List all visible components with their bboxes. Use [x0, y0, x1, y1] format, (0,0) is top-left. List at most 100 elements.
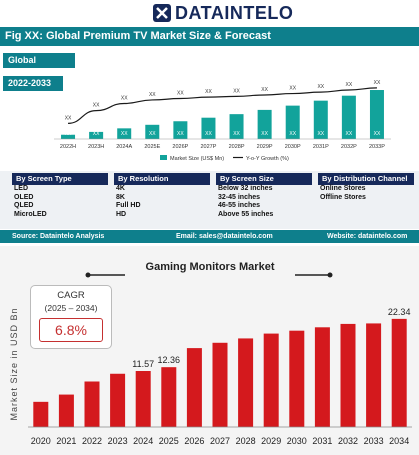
x-tick-label: 2024: [133, 436, 153, 446]
gaming-bar: [212, 342, 228, 427]
tv-x-tick-label: 2033P: [369, 144, 385, 150]
tv-bar-value-label: XX: [317, 131, 324, 137]
segment-item: 32-45 inches: [218, 193, 261, 201]
segment-item: Full HD: [116, 202, 141, 209]
gaming-bar: [33, 401, 49, 427]
title-rule-dot: [85, 272, 91, 278]
bar-value-label: 22.34: [388, 307, 411, 317]
segments-panel: By Screen Type LED OLED QLED MicroLED By…: [0, 171, 419, 229]
tv-x-tick-label: 2022H: [60, 144, 76, 150]
gaming-bar: [110, 373, 126, 427]
segment-distribution-channel: By Distribution Channel Online Stores Of…: [318, 173, 414, 202]
x-tick-label: 2028: [236, 436, 256, 446]
x-tick-label: 2032: [338, 436, 358, 446]
tv-bar-value-label: XX: [65, 131, 72, 137]
tag-global-outlook: Global Outlook: [3, 53, 75, 80]
bar-value-label: 12.36: [158, 355, 181, 365]
footer-source: Source: Dataintelo Analysis: [12, 233, 105, 240]
tv-bar: [173, 121, 188, 139]
x-tick-label: 2023: [108, 436, 128, 446]
tv-x-tick-label: 2028P: [229, 144, 245, 150]
tv-growth-value-label: XX: [177, 91, 184, 97]
tv-x-tick-label: 2023H: [88, 144, 104, 150]
tv-growth-value-label: XX: [317, 84, 324, 90]
tv-growth-value-label: XX: [233, 88, 240, 94]
source-footer: Source: Dataintelo Analysis Email: sales…: [0, 230, 419, 243]
tv-growth-value-label: XX: [261, 87, 268, 93]
cagr-callout: CAGR (2025 – 2034) 6.8%: [30, 285, 112, 349]
gaming-monitors-chart: Gaming Monitors Market Market Size in USD…: [9, 258, 412, 446]
x-tick-label: 2031: [312, 436, 332, 446]
brand-name: DATAINTELO: [175, 3, 294, 23]
segment-item: Below 32 inches: [218, 185, 273, 192]
tv-x-tick-label: 2029P: [257, 144, 273, 150]
segment-resolution: By Resolution 4K 8K Full HD HD: [114, 173, 210, 219]
gaming-bar: [289, 330, 305, 427]
segment-item: LED: [14, 185, 28, 192]
segment-item: Offline Stores: [320, 193, 366, 201]
tv-bar-value-label: XX: [205, 131, 212, 137]
brand-header: DATAINTELO: [0, 0, 419, 26]
tv-growth-value-label: XX: [205, 89, 212, 95]
tv-bar-value-label: XX: [261, 131, 268, 137]
tv-bar: [61, 134, 76, 139]
tag-period: 2022-2033: [3, 76, 63, 91]
tv-x-tick-label: 2032P: [341, 144, 357, 150]
x-tick-label: 2034: [389, 436, 409, 446]
segment-heading: By Screen Size: [216, 173, 312, 185]
tv-bar: [341, 95, 356, 139]
tv-x-tick-label: 2030P: [285, 144, 301, 150]
gaming-bar: [238, 338, 254, 427]
tv-bar-value-label: XX: [149, 131, 156, 137]
y-axis-label: Market Size in USD Bn: [9, 307, 19, 420]
tv-x-tick-label: 2026P: [172, 144, 188, 150]
gaming-bar: [84, 381, 100, 427]
title-backdrop: [125, 258, 295, 276]
gaming-bar: [391, 318, 407, 427]
x-tick-label: 2030: [287, 436, 307, 446]
tv-bar-value-label: XX: [233, 131, 240, 137]
tv-x-tick-label: 2025E: [144, 144, 160, 150]
tv-growth-value-label: XX: [93, 103, 100, 109]
tv-bar: [369, 90, 384, 139]
segment-heading: By Distribution Channel: [318, 173, 414, 185]
tv-growth-value-label: XX: [149, 92, 156, 98]
tv-growth-value-label: XX: [121, 96, 128, 102]
segment-item: HD: [116, 210, 127, 218]
gaming-bar: [263, 333, 279, 427]
tv-growth-value-label: XX: [374, 80, 381, 86]
segment-screen-size: By Screen Size Below 32 inches 32-45 inc…: [216, 173, 312, 219]
segment-item: Above 55 inches: [218, 210, 274, 218]
figure-title: Fig XX: Global Premium TV Market Size & …: [0, 27, 419, 46]
segment-item: 4K: [116, 185, 125, 192]
tv-bar-value-label: XX: [289, 131, 296, 137]
premium-tv-chart: XX 2022H XX XX 2023H XX XX 2024A XX XX 2025E XX XX 20…: [54, 80, 391, 162]
segment-heading: By Screen Type: [12, 173, 108, 185]
segment-heading: By Resolution: [114, 173, 210, 185]
tv-bar: [145, 124, 160, 139]
x-tick-label: 2022: [82, 436, 102, 446]
gaming-bar: [161, 367, 177, 427]
segment-item: MicroLED: [14, 210, 47, 218]
tv-bar: [89, 131, 104, 139]
tv-bar: [117, 128, 132, 139]
tv-growth-line: [68, 87, 377, 124]
tv-bar-value-label: XX: [93, 131, 100, 137]
footer-website[interactable]: Website: dataintelo.com: [327, 233, 408, 240]
segment-screen-type: By Screen Type LED OLED QLED MicroLED: [12, 173, 108, 219]
tv-bar-value-label: XX: [177, 131, 184, 137]
tv-x-tick-label: 2024A: [116, 144, 132, 150]
gaming-bar: [366, 323, 382, 427]
x-tick-label: 2027: [210, 436, 230, 446]
tv-bar-value-label: XX: [374, 131, 381, 137]
segment-item: 8K: [116, 193, 125, 201]
cagr-value: 6.8%: [39, 318, 103, 342]
footer-email[interactable]: Email: sales@dataintelo.com: [176, 233, 273, 240]
x-tick-label: 2020: [31, 436, 51, 446]
title-rule-dot: [327, 272, 333, 278]
segment-item: QLED: [14, 202, 34, 209]
segment-item: Online Stores: [320, 185, 366, 192]
tv-bar: [285, 105, 300, 139]
segment-item: OLED: [14, 193, 34, 201]
tv-growth-value-label: XX: [289, 86, 296, 92]
